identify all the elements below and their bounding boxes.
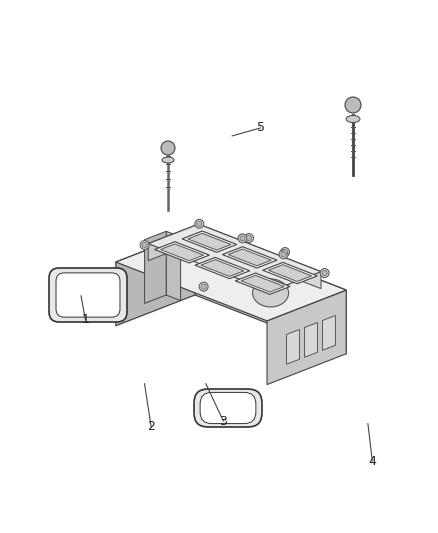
Polygon shape — [267, 290, 346, 385]
Circle shape — [320, 269, 329, 278]
Polygon shape — [188, 233, 231, 250]
Circle shape — [197, 221, 202, 227]
FancyBboxPatch shape — [200, 392, 256, 424]
Polygon shape — [228, 249, 271, 266]
Polygon shape — [223, 247, 277, 268]
Polygon shape — [116, 231, 195, 326]
Ellipse shape — [253, 279, 289, 307]
Circle shape — [140, 240, 149, 249]
Circle shape — [244, 233, 254, 243]
Circle shape — [240, 236, 245, 241]
Text: 2: 2 — [147, 420, 155, 433]
Text: 1: 1 — [81, 313, 89, 326]
Circle shape — [247, 236, 251, 240]
Circle shape — [201, 284, 206, 289]
Polygon shape — [155, 241, 209, 263]
Polygon shape — [148, 224, 321, 291]
Polygon shape — [263, 262, 318, 284]
Circle shape — [195, 219, 204, 228]
Ellipse shape — [162, 157, 174, 163]
Circle shape — [161, 141, 175, 155]
FancyBboxPatch shape — [49, 268, 127, 322]
Text: 5: 5 — [257, 122, 265, 134]
Polygon shape — [166, 231, 180, 301]
Polygon shape — [286, 329, 300, 364]
Circle shape — [345, 97, 361, 113]
Polygon shape — [145, 231, 166, 303]
Circle shape — [280, 247, 290, 256]
Polygon shape — [304, 322, 318, 357]
Polygon shape — [268, 265, 312, 281]
Polygon shape — [195, 231, 346, 354]
FancyBboxPatch shape — [56, 273, 120, 317]
Circle shape — [283, 249, 287, 255]
Polygon shape — [195, 257, 250, 279]
Polygon shape — [322, 316, 336, 350]
Polygon shape — [182, 231, 237, 252]
Circle shape — [238, 234, 247, 243]
Circle shape — [199, 282, 208, 291]
Text: 4: 4 — [368, 455, 376, 467]
Ellipse shape — [346, 116, 360, 123]
Circle shape — [322, 271, 327, 276]
Text: 3: 3 — [219, 415, 227, 427]
Polygon shape — [148, 224, 198, 261]
Polygon shape — [198, 224, 321, 289]
Polygon shape — [201, 260, 244, 277]
Polygon shape — [241, 275, 284, 292]
Circle shape — [279, 250, 288, 259]
Polygon shape — [116, 231, 346, 321]
FancyBboxPatch shape — [194, 389, 262, 427]
Polygon shape — [160, 244, 204, 261]
Circle shape — [142, 243, 147, 247]
Polygon shape — [235, 273, 290, 294]
Circle shape — [281, 252, 286, 257]
